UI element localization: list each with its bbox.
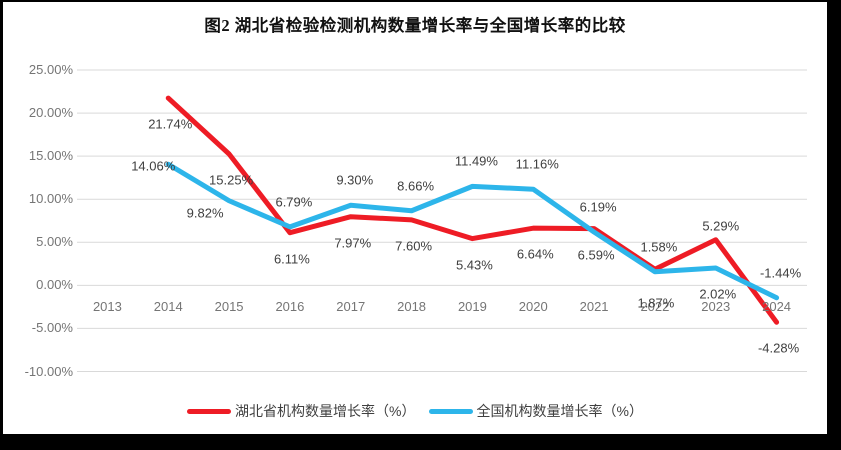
legend-item-national: 全国机构数量增长率（%） [428, 401, 643, 421]
data-label-hubei-2014: 21.74% [148, 116, 193, 132]
legend-item-hubei: 湖北省机构数量增长率（%） [187, 401, 416, 421]
legend: 湖北省机构数量增长率（%） 全国机构数量增长率（%） [0, 401, 830, 421]
line-series-hubei [165, 95, 780, 325]
data-label-hubei-2023: 5.29% [702, 218, 740, 234]
data-label-national-2017: 9.30% [336, 172, 374, 188]
y-axis-tick-label: 15.00% [28, 148, 73, 164]
legend-label-national: 全国机构数量增长率（%） [476, 403, 643, 419]
data-label-national-2024: -1.44% [759, 265, 802, 281]
y-axis-tick-label: 20.00% [28, 105, 73, 121]
x-axis-tick-label: 2015 [214, 299, 244, 314]
data-label-hubei-2017: 7.97% [334, 235, 372, 251]
data-label-hubei-2022: 1.87% [637, 295, 675, 311]
data-label-national-2021: 6.19% [579, 199, 617, 215]
y-axis-tick-label: -10.00% [24, 363, 73, 379]
x-axis-tick-label: 2017 [336, 299, 366, 314]
y-axis-tick-label: 25.00% [28, 62, 73, 77]
x-axis-tick-label: 2014 [153, 299, 183, 314]
chart-background [3, 2, 827, 434]
data-label-national-2023: 2.02% [699, 286, 737, 302]
x-axis-tick-label: 2013 [92, 299, 122, 314]
data-label-national-2018: 8.66% [397, 178, 435, 194]
y-axis-tick-label: -5.00% [31, 320, 73, 336]
data-label-national-2020: 11.16% [515, 156, 559, 172]
data-label-hubei-2018: 7.60% [395, 238, 433, 254]
chart-title: 图2 湖北省检验检测机构数量增长率与全国增长率的比较 [204, 16, 626, 35]
data-label-hubei-2016: 6.11% [273, 251, 310, 267]
y-axis-tick-label: 0.00% [36, 277, 73, 293]
data-label-national-2015: 9.82% [186, 205, 224, 221]
data-label-national-2022: 1.58% [640, 239, 678, 255]
data-label-national-2014: 14.06% [131, 158, 176, 174]
data-label-national-2019: 11.49% [454, 153, 498, 169]
data-label-hubei-2021: 6.59% [577, 247, 615, 263]
x-axis-tick-label: 2021 [579, 299, 609, 314]
legend-label-hubei: 湖北省机构数量增长率（%） [235, 403, 416, 419]
x-axis-tick-label: 2020 [518, 299, 548, 314]
x-axis-tick-label: 2022 [640, 299, 670, 314]
x-axis-tick-label: 2018 [397, 299, 427, 314]
x-axis-tick-label: 2024 [762, 299, 792, 314]
y-axis-tick-label: 5.00% [36, 234, 73, 250]
data-label-hubei-2020: 6.64% [516, 246, 554, 262]
data-label-hubei-2015: 15.25% [209, 172, 254, 188]
data-label-hubei-2019: 5.43% [455, 257, 493, 273]
line-series-national [165, 161, 780, 301]
y-axis-tick-label: 10.00% [28, 191, 73, 207]
data-label-hubei-2024: -4.28% [757, 340, 800, 356]
legend-swatch-national [428, 408, 473, 414]
legend-swatch-hubei [187, 408, 232, 414]
x-axis-tick-label: 2023 [701, 299, 731, 314]
x-axis-tick-label: 2016 [275, 299, 305, 314]
data-label-national-2016: 6.79% [275, 194, 313, 210]
x-axis-tick-label: 2019 [457, 299, 487, 314]
